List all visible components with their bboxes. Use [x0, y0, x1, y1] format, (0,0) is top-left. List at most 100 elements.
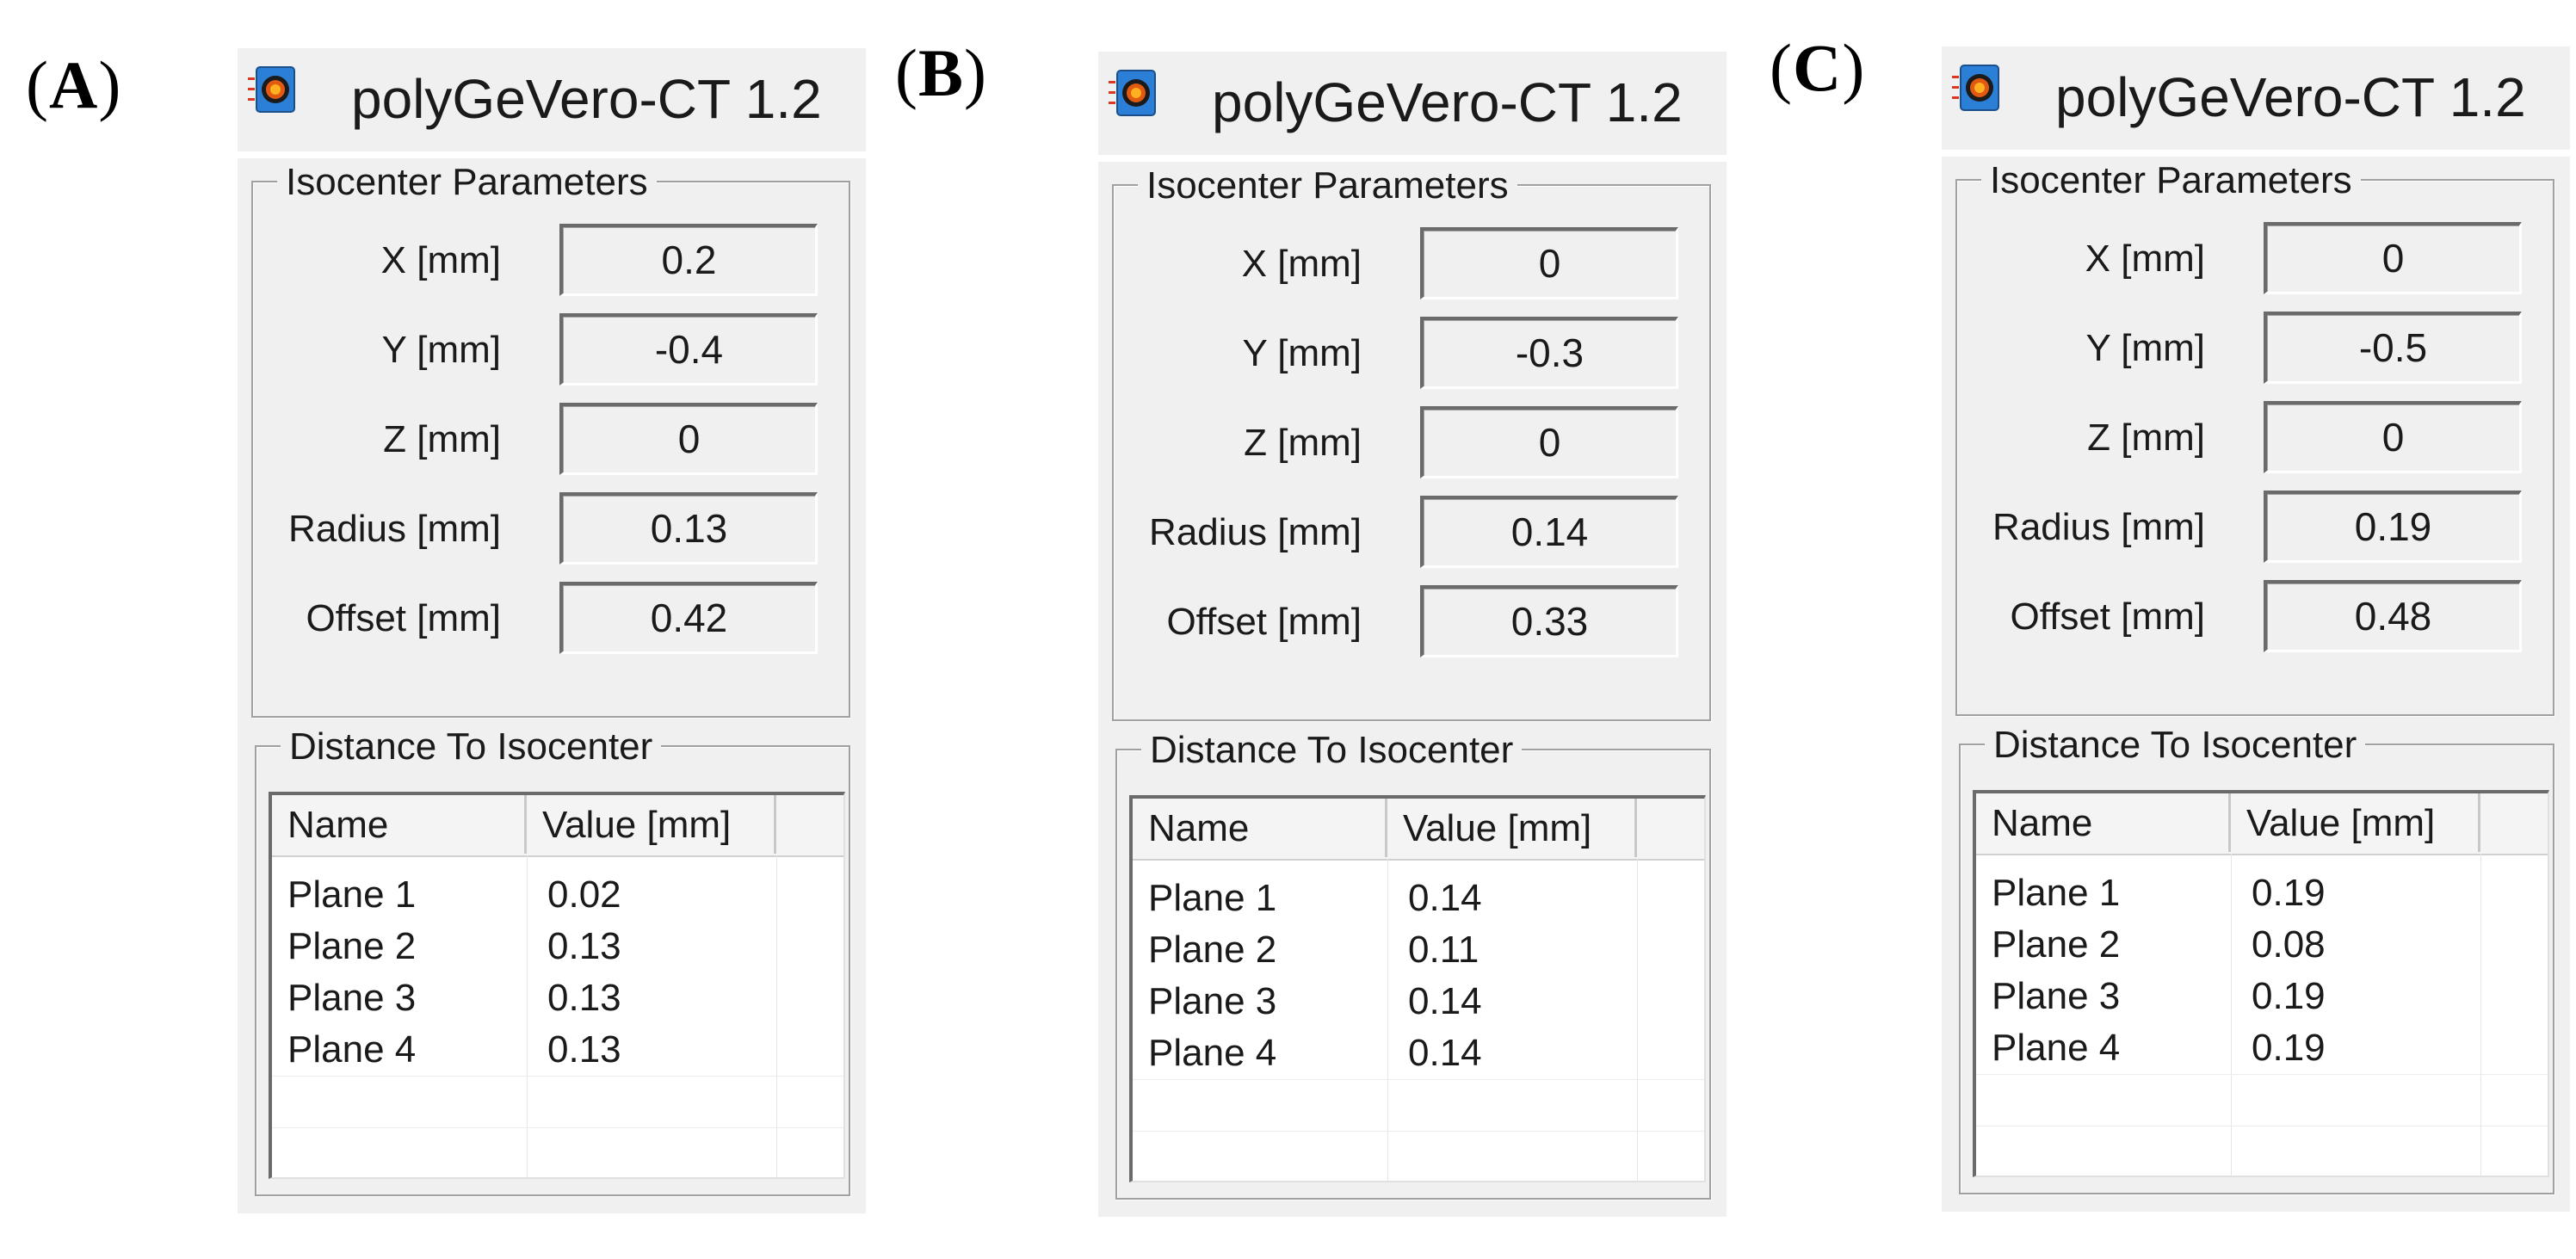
row-value-cell: 0.13 — [547, 1028, 621, 1071]
param-label: Y [mm] — [1242, 332, 1362, 374]
row-value-cell: 0.13 — [547, 977, 621, 1019]
distance-to-isocenter-group: Distance To Isocenter Name Value [mm] Plane… — [255, 726, 850, 1196]
table-row[interactable]: Plane 4 0.14 — [1133, 1028, 1704, 1079]
row-name-cell: Plane 1 — [1992, 872, 2121, 914]
param-value-field[interactable]: 0.14 — [1420, 496, 1678, 568]
row-name-cell: Plane 3 — [1148, 980, 1277, 1022]
app-logo-icon — [1109, 67, 1157, 119]
column-header-value[interactable]: Value [mm] — [1387, 799, 1637, 857]
table-row[interactable]: Plane 1 0.02 — [272, 869, 843, 921]
title-bar: polyGeVero-CT 1.2 — [238, 48, 866, 151]
table-row[interactable]: Plane 2 0.13 — [272, 921, 843, 972]
param-value-field[interactable]: 0 — [1420, 406, 1678, 478]
param-row: Radius [mm] 0.19 — [1957, 491, 2560, 568]
app-window-a: polyGeVero-CT 1.2 Isocenter Parameters X [… — [238, 48, 866, 1213]
column-header-value[interactable]: Value [mm] — [527, 795, 776, 854]
table-row[interactable]: Plane 3 0.13 — [272, 972, 843, 1024]
param-value-field[interactable]: -0.4 — [559, 313, 818, 386]
column-header-name[interactable]: Name — [1976, 793, 2231, 852]
grid-line — [776, 855, 777, 1177]
param-value-field[interactable]: 0 — [1420, 227, 1678, 299]
table-row[interactable]: Plane 2 0.08 — [1976, 919, 2548, 971]
param-value-field[interactable]: -0.5 — [2264, 312, 2522, 384]
row-value-cell: 0.19 — [2252, 975, 2326, 1017]
row-name-cell: Plane 1 — [287, 873, 417, 916]
list-header: Name Value [mm] — [1133, 799, 1704, 861]
column-header-name[interactable]: Name — [272, 795, 527, 854]
table-row[interactable]: Plane 1 0.14 — [1133, 873, 1704, 924]
param-row: Y [mm] -0.3 — [1114, 317, 1716, 394]
param-label: Y [mm] — [381, 329, 501, 371]
param-value-field[interactable]: 0.33 — [1420, 585, 1678, 657]
row-name-cell: Plane 3 — [1992, 975, 2121, 1017]
row-name-cell: Plane 2 — [1148, 929, 1277, 971]
grid-line — [2480, 854, 2481, 1176]
group-title: Isocenter Parameters — [1981, 160, 2361, 201]
row-value-cell: 0.08 — [2252, 923, 2326, 966]
app-title: polyGeVero-CT 1.2 — [351, 68, 822, 130]
grid-line — [1133, 1131, 1704, 1132]
row-name-cell: Plane 2 — [1992, 923, 2121, 966]
isocenter-parameters-group: Isocenter Parameters X [mm] 0.2 Y [mm] -0.4 Z… — [251, 162, 850, 718]
app-window-b: polyGeVero-CT 1.2 Isocenter Parameters X [… — [1098, 52, 1727, 1217]
table-row[interactable]: Plane 1 0.19 — [1976, 867, 2548, 919]
param-value-field[interactable]: 0.19 — [2264, 491, 2522, 563]
group-title: Distance To Isocenter — [1985, 725, 2366, 766]
table-row[interactable]: Plane 3 0.14 — [1133, 976, 1704, 1028]
app-window-c: polyGeVero-CT 1.2 Isocenter Parameters X [… — [1942, 46, 2570, 1212]
table-row[interactable]: Plane 4 0.19 — [1976, 1022, 2548, 1074]
param-row: Offset [mm] 0.42 — [253, 582, 856, 659]
param-value-field[interactable]: -0.3 — [1420, 317, 1678, 389]
param-label: Offset [mm] — [2010, 596, 2205, 638]
panel-letter-c: (C) — [1770, 30, 1866, 105]
isocenter-parameters-group: Isocenter Parameters X [mm] 0 Y [mm] -0.3 Z [… — [1112, 165, 1711, 721]
grid-line — [272, 1127, 843, 1128]
isocenter-parameters-group: Isocenter Parameters X [mm] 0 Y [mm] -0.5 Z [… — [1955, 160, 2554, 716]
column-header-name[interactable]: Name — [1133, 799, 1387, 857]
param-label: Offset [mm] — [306, 597, 501, 639]
table-row[interactable]: Plane 3 0.19 — [1976, 971, 2548, 1022]
list-header: Name Value [mm] — [272, 795, 843, 857]
param-row: Offset [mm] 0.33 — [1114, 585, 1716, 663]
row-value-cell: 0.13 — [547, 925, 621, 967]
param-row: X [mm] 0 — [1957, 222, 2560, 299]
grid-line — [272, 1076, 843, 1077]
param-value-field[interactable]: 0.48 — [2264, 580, 2522, 652]
list-header: Name Value [mm] — [1976, 793, 2548, 855]
distance-list-view[interactable]: Name Value [mm] Plane 1 0.02 Plane 2 0.13 Plan… — [269, 792, 845, 1179]
param-value-field[interactable]: 0.13 — [559, 492, 818, 565]
param-label: X [mm] — [2085, 238, 2205, 280]
param-label: Z [mm] — [1244, 422, 1362, 464]
window-body: Isocenter Parameters X [mm] 0 Y [mm] -0.5 Z [… — [1942, 157, 2570, 1212]
grid-line — [1637, 859, 1638, 1181]
row-name-cell: Plane 2 — [287, 925, 417, 967]
param-label: Radius [mm] — [1992, 506, 2205, 548]
distance-to-isocenter-group: Distance To Isocenter Name Value [mm] Plane… — [1959, 725, 2554, 1194]
param-value-field[interactable]: 0 — [2264, 222, 2522, 294]
param-value-field[interactable]: 0 — [2264, 401, 2522, 473]
grid-line — [1387, 859, 1388, 1181]
title-bar: polyGeVero-CT 1.2 — [1098, 52, 1727, 155]
row-value-cell: 0.19 — [2252, 872, 2326, 914]
row-name-cell: Plane 4 — [287, 1028, 417, 1071]
column-header-value[interactable]: Value [mm] — [2231, 793, 2480, 852]
app-logo-icon — [1952, 62, 2000, 114]
distance-list-view[interactable]: Name Value [mm] Plane 1 0.14 Plane 2 0.11 Plan… — [1129, 795, 1706, 1182]
app-title: polyGeVero-CT 1.2 — [2055, 66, 2526, 128]
title-bar: polyGeVero-CT 1.2 — [1942, 46, 2570, 150]
grid-line — [1133, 1079, 1704, 1080]
group-title: Isocenter Parameters — [1138, 165, 1517, 207]
distance-list-view[interactable]: Name Value [mm] Plane 1 0.19 Plane 2 0.08 Plan… — [1973, 790, 2549, 1177]
table-row[interactable]: Plane 4 0.13 — [272, 1024, 843, 1076]
param-value-field[interactable]: 0.42 — [559, 582, 818, 654]
row-value-cell: 0.02 — [547, 873, 621, 916]
param-value-field[interactable]: 0 — [559, 403, 818, 475]
table-row[interactable]: Plane 2 0.11 — [1133, 924, 1704, 976]
grid-line — [1976, 1074, 2548, 1075]
param-value-field[interactable]: 0.2 — [559, 224, 818, 296]
param-label: Z [mm] — [383, 418, 501, 460]
param-label: Radius [mm] — [288, 508, 501, 550]
param-row: Radius [mm] 0.14 — [1114, 496, 1716, 573]
param-label: Y [mm] — [2085, 327, 2205, 369]
param-label: Offset [mm] — [1166, 601, 1362, 643]
